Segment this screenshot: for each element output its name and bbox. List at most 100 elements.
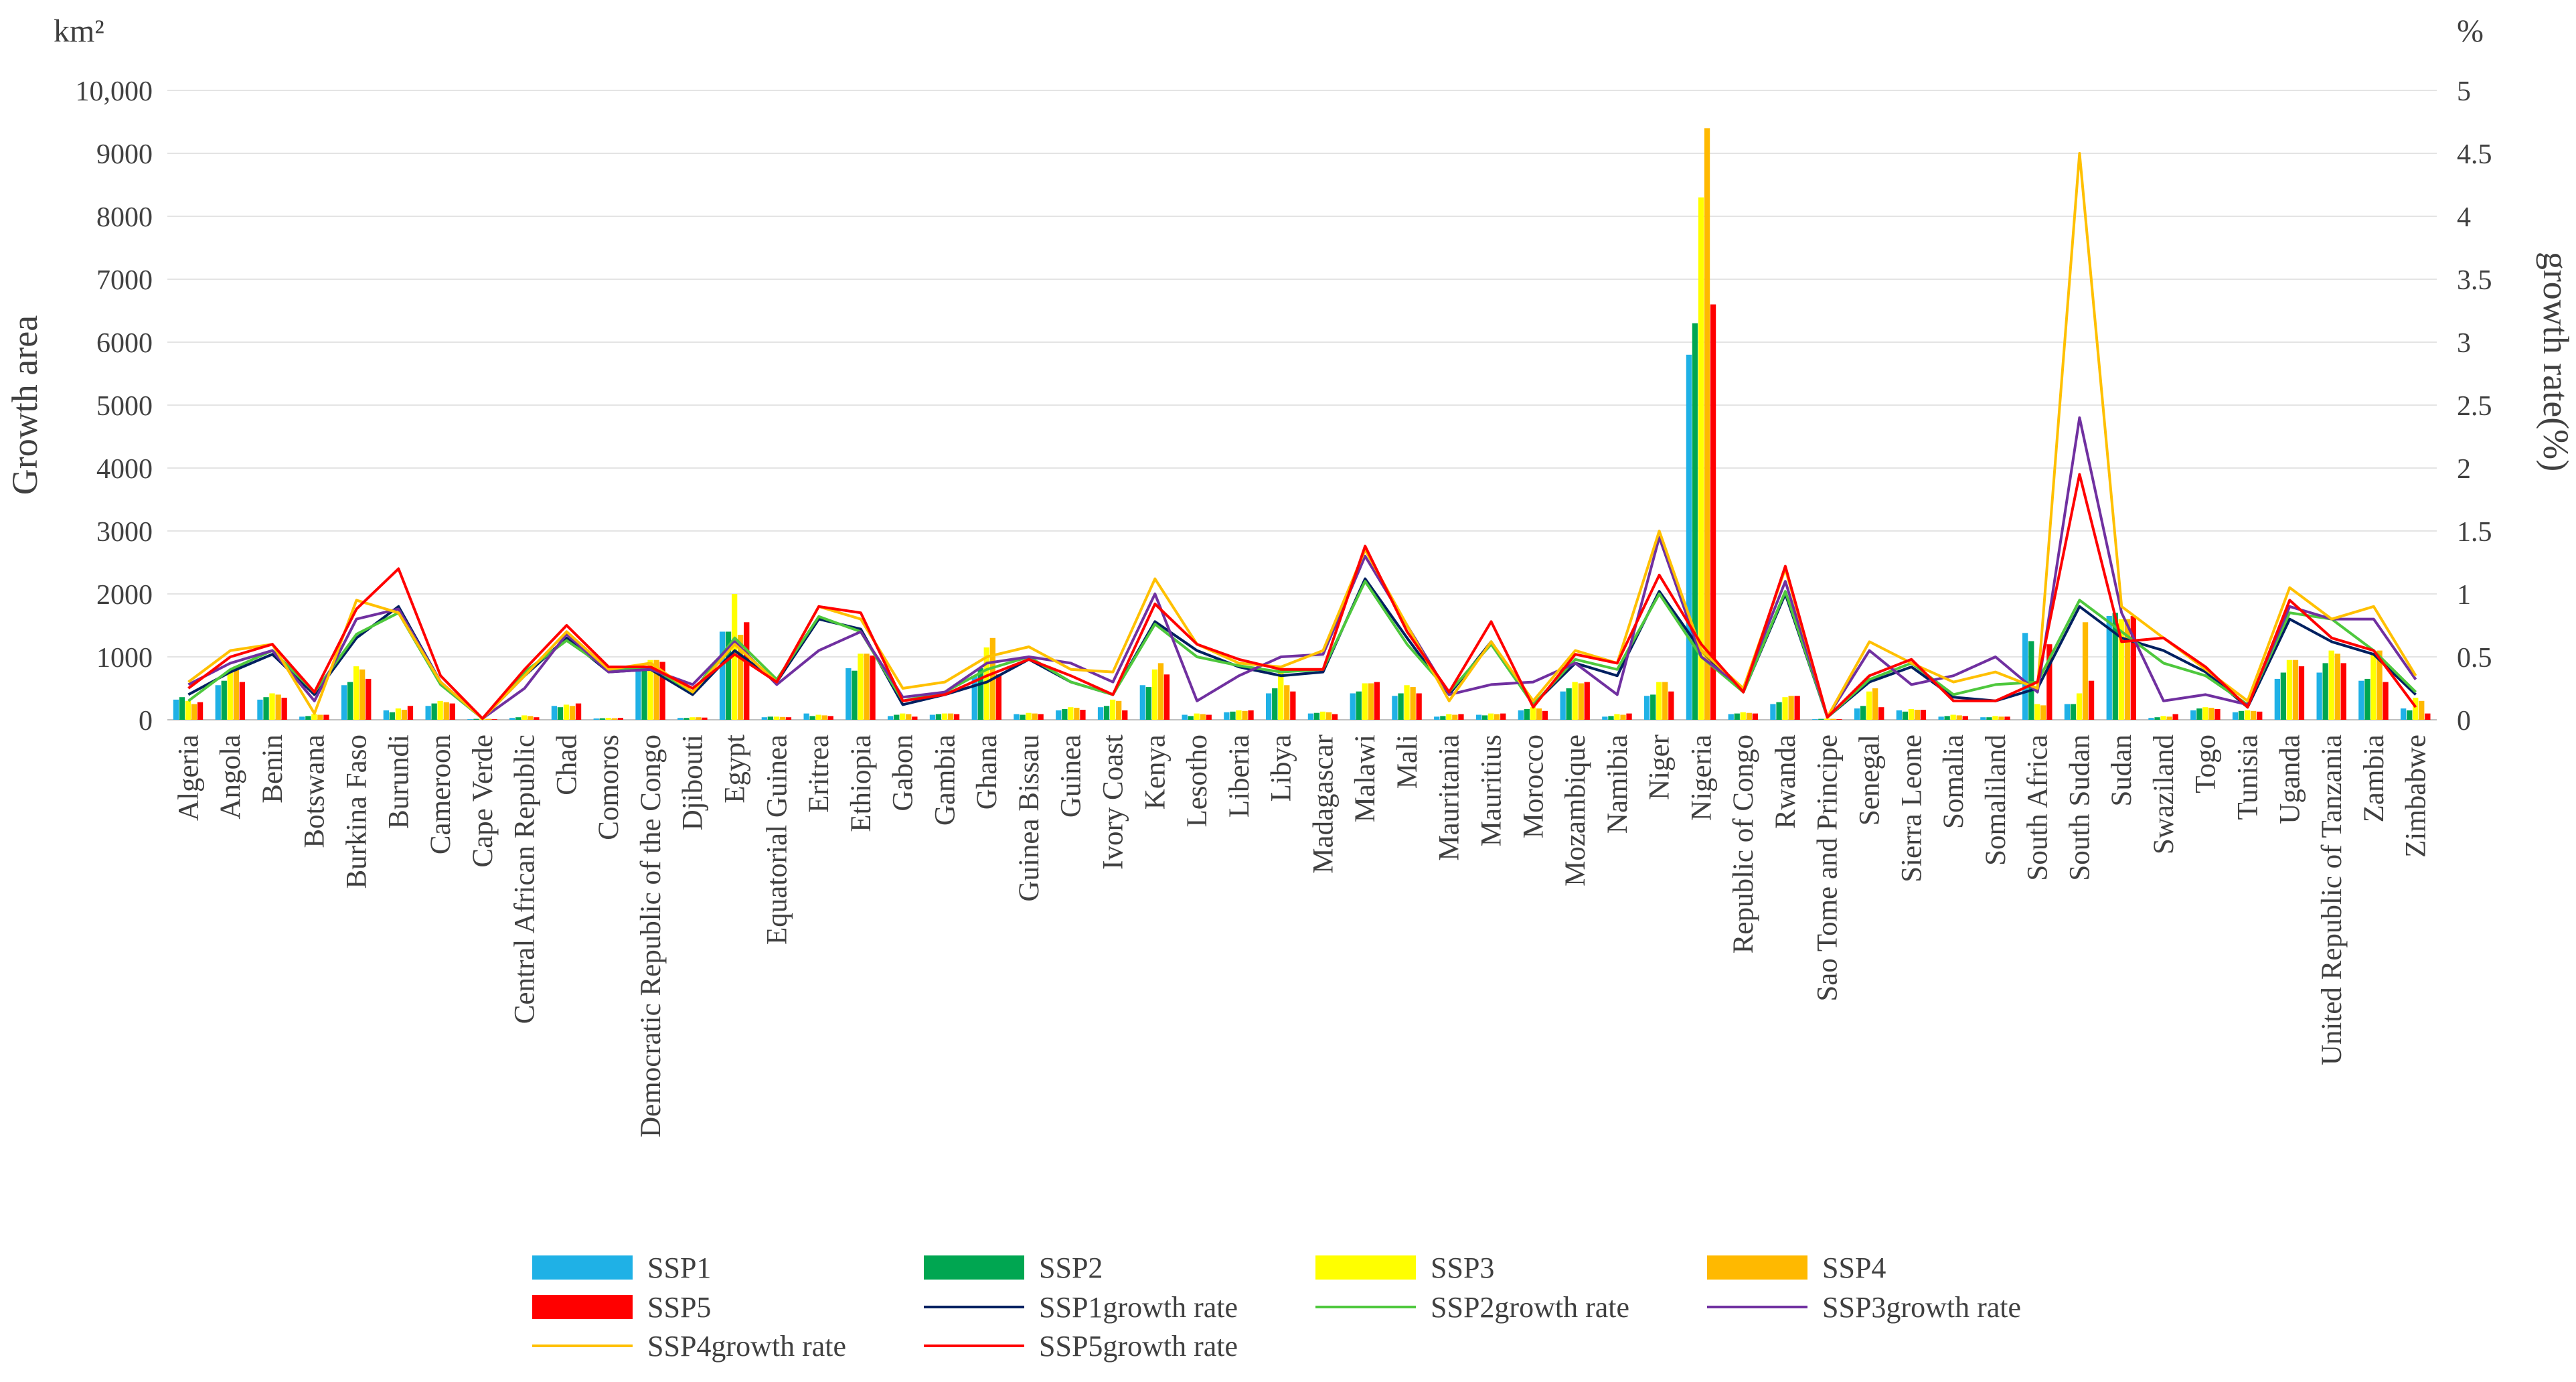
bar-ssp4-burkina-faso (359, 669, 366, 720)
x-tick-label: Central African Republic (509, 735, 541, 1024)
bar-ssp5-tunisia (2257, 711, 2263, 720)
bar-ssp5-ivory-coast (1122, 710, 1128, 720)
bar-ssp1-algeria (173, 699, 179, 720)
bar-ssp5-sierra-leone (1920, 710, 1927, 720)
bar-ssp3-ghana (983, 647, 989, 720)
x-tick-label: Lesotho (1182, 735, 1213, 828)
bar-ssp2-lesotho (1188, 716, 1194, 720)
bar-ssp2-niger (1650, 694, 1656, 720)
x-tick-label: Sierra Leone (1896, 735, 1927, 882)
bar-ssp1-botswana (299, 716, 305, 720)
y-tick-label: 9000 (96, 139, 153, 170)
x-tick-label: Mozambique (1560, 735, 1591, 887)
bar-ssp2-libya (1272, 688, 1278, 720)
x-tick-label: Benin (257, 735, 289, 803)
bar-ssp2-mali (1398, 693, 1404, 720)
legend-swatch (924, 1255, 1024, 1280)
bar-ssp3-djibouti (690, 717, 696, 720)
y-tick-label: 2000 (96, 580, 153, 611)
bar-ssp3-zambia (2370, 654, 2377, 720)
x-tick-label: Libya (1266, 735, 1297, 801)
x-tick-label: Mauritius (1476, 735, 1508, 846)
x-tick-label: United Republic of Tanzania (2316, 735, 2348, 1065)
y-tick-label: 7000 (96, 265, 153, 296)
bar-ssp5-sao-tome-and-principe (1836, 719, 1842, 720)
y2-tick-label: 1 (2457, 580, 2471, 611)
bar-ssp2-somaliland (1986, 717, 1992, 720)
legend-label: SSP3growth rate (1822, 1291, 2021, 1324)
bar-ssp1-guinea-bissau (1014, 714, 1020, 720)
bar-ssp4-burundi (401, 710, 408, 720)
bar-ssp3-niger (1656, 682, 1662, 720)
bar-ssp2-botswana (305, 716, 311, 720)
bar-ssp5-gambia (953, 714, 960, 720)
bar-ssp1-republic-of-congo (1728, 714, 1734, 720)
bar-ssp5-liberia (1248, 710, 1254, 720)
bar-ssp4-kenya (1157, 663, 1164, 720)
bar-ssp4-mozambique (1578, 683, 1584, 720)
bar-ssp1-benin (257, 699, 263, 720)
bar-ssp5-libya (1290, 691, 1296, 720)
bar-ssp2-burkina-faso (347, 682, 353, 720)
bar-ssp4-rwanda (1788, 696, 1794, 720)
bar-ssp1-nigeria (1686, 354, 1692, 720)
x-tick-label: Zambia (2358, 735, 2390, 822)
bar-ssp1-uganda (2274, 678, 2280, 720)
x-tick-label: Burundi (383, 735, 414, 829)
bar-ssp3-benin (269, 693, 275, 720)
bar-ssp1-ghana (971, 676, 977, 720)
bar-ssp4-somaliland (1998, 716, 2004, 720)
bar-ssp1-rwanda (1770, 704, 1776, 720)
bar-ssp5-mauritius (1500, 713, 1506, 720)
x-tick-label: Ethiopia (846, 735, 877, 832)
bar-ssp2-republic-of-congo (1734, 713, 1740, 720)
bar-ssp1-south-sudan (2064, 704, 2071, 720)
y-tick-label: 3000 (96, 517, 153, 548)
bar-ssp3-malawi (1362, 683, 1368, 720)
bar-ssp1-zimbabwe (2401, 708, 2407, 720)
legend-swatch (1315, 1255, 1416, 1280)
bar-ssp1-swaziland (2148, 718, 2154, 720)
bar-ssp1-togo (2190, 710, 2196, 720)
bar-ssp2-gabon (894, 714, 900, 720)
bar-ssp3-burkina-faso (353, 666, 359, 720)
x-tick-label: Egypt (720, 735, 751, 803)
left-unit-label: km² (54, 13, 104, 49)
bar-ssp3-equatorial-guinea (773, 716, 780, 720)
bar-ssp2-tunisia (2238, 710, 2245, 720)
bar-ssp3-angola (227, 672, 233, 720)
bar-ssp5-chad (575, 703, 582, 720)
bar-ssp4-sudan (2124, 619, 2130, 720)
bar-ssp5-kenya (1163, 674, 1170, 720)
x-tick-label: Guinea Bissau (1014, 735, 1045, 902)
x-tick-label: Guinea (1056, 735, 1087, 818)
bar-ssp4-cameroon (443, 702, 449, 720)
x-tick-label: Democratic Republic of the Congo (635, 735, 667, 1138)
x-tick-label: Chad (551, 735, 582, 795)
bar-ssp1-chad (551, 706, 558, 720)
bar-ssp5-ethiopia (870, 656, 876, 720)
x-tick-label: Algeria (173, 735, 204, 821)
bar-ssp4-gabon (906, 714, 912, 720)
y2-tick-label: 3.5 (2457, 265, 2492, 296)
y2-tick-labels: 0 0.5 1 1.5 2 2.5 3 3.5 4 4.5 5 (2457, 76, 2492, 737)
bar-ssp2-guinea (1062, 709, 1068, 720)
bar-ssp3-sudan (2118, 619, 2124, 720)
bar-ssp3-gambia (941, 713, 948, 720)
bar-ssp4-niger (1662, 682, 1668, 720)
bar-ssp4-comoros (611, 718, 617, 720)
bar-ssp3-kenya (1151, 669, 1158, 720)
right-unit-label: % (2457, 13, 2484, 49)
bar-ssp4-togo (2208, 708, 2215, 720)
bar-ssp4-zimbabwe (2419, 700, 2425, 720)
x-tick-label: Ivory Coast (1098, 735, 1129, 870)
x-tick-label: Comoros (593, 735, 625, 840)
bar-ssp1-somaliland (1980, 717, 1986, 720)
bar-ssp5-united-republic-of-tanzania (2340, 663, 2346, 720)
bar-ssp2-equatorial-guinea (767, 716, 773, 720)
bar-ssp2-south-africa (2028, 641, 2034, 720)
x-tick-label: Namibia (1602, 735, 1633, 834)
bar-ssp4-republic-of-congo (1746, 712, 1752, 720)
bar-ssp5-swaziland (2172, 714, 2178, 720)
